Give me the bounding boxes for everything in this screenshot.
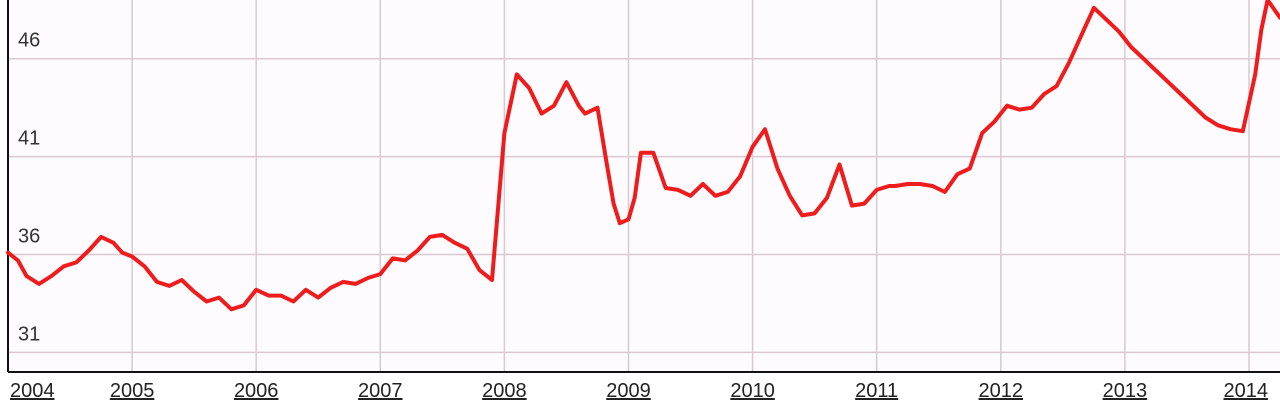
y-tick-label: 36 bbox=[18, 226, 40, 248]
x-tick-label: 2004 bbox=[10, 380, 55, 402]
y-tick-labels: 31 36 41 46 bbox=[18, 30, 40, 346]
x-tick-label: 2011 bbox=[855, 380, 898, 402]
x-tick-label: 2010 bbox=[730, 380, 775, 402]
y-tick-label: 46 bbox=[18, 30, 40, 52]
x-tick-label: 2007 bbox=[358, 380, 403, 402]
y-tick-label: 41 bbox=[18, 128, 40, 150]
x-tick-label: 2012 bbox=[979, 380, 1024, 402]
series-line bbox=[6, 0, 1280, 312]
x-tick-label: 2009 bbox=[606, 380, 651, 402]
x-tick-label: 2014 bbox=[1224, 380, 1269, 402]
y-tick-label: 31 bbox=[18, 323, 40, 345]
x-tick-label: 2008 bbox=[482, 380, 527, 402]
x-tick-label: 2006 bbox=[234, 380, 279, 402]
x-tick-label: 2013 bbox=[1103, 380, 1148, 402]
plot-background bbox=[8, 0, 1280, 372]
x-tick-labels: 2004 2005 2006 2007 2008 2009 2010 2011 2012 2013… bbox=[10, 380, 1268, 402]
gridlines bbox=[7, 0, 1280, 372]
x-tick-label: 2005 bbox=[110, 380, 155, 402]
